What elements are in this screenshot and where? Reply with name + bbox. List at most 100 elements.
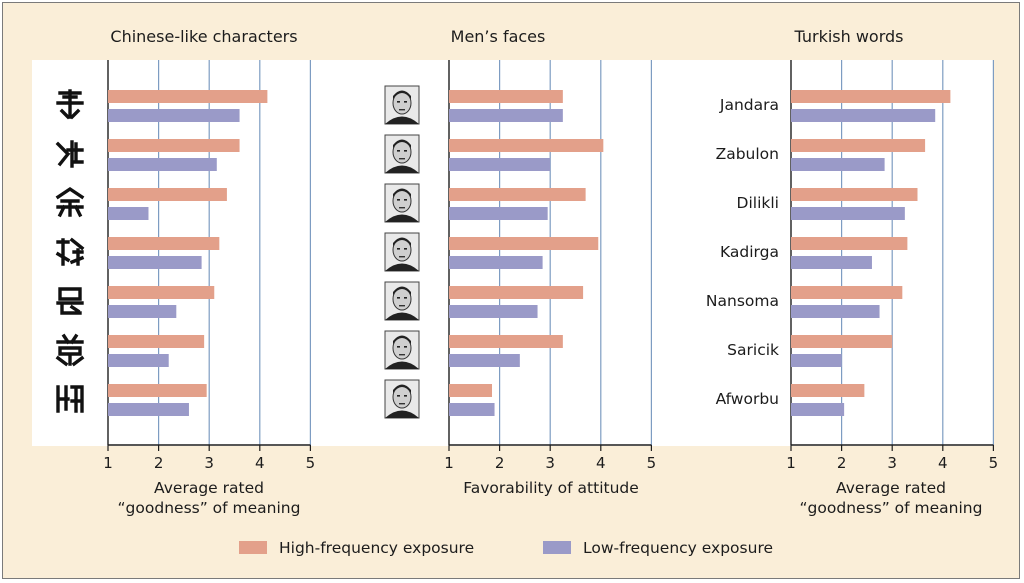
- chart-panel-1: 1 2 3 4 5 Chinese-like characters Average rate…: [55, 27, 316, 517]
- bar-high-frequency: [449, 335, 563, 348]
- x-tick-label: 1: [444, 454, 454, 472]
- category-label: Afworbu: [716, 390, 779, 408]
- bar-low-frequency: [791, 256, 872, 269]
- face-shoulders: [385, 165, 419, 173]
- face-eye: [404, 395, 407, 397]
- bar-high-frequency: [449, 139, 604, 152]
- x-tick-label: 1: [103, 454, 113, 472]
- bar-high-frequency: [791, 335, 893, 348]
- face-shoulders: [385, 312, 419, 320]
- bar-high-frequency: [449, 188, 586, 201]
- bar-high-frequency: [449, 90, 563, 103]
- legend: High-frequency exposure Low-frequency exp…: [239, 539, 773, 557]
- character-glyph: [55, 333, 85, 367]
- face-hair: [393, 286, 411, 295]
- bar-low-frequency: [108, 256, 202, 269]
- face-photo-icon: [384, 134, 420, 174]
- face-mouth: [399, 354, 405, 356]
- legend-swatch-low: [543, 541, 571, 554]
- character-glyph: [55, 186, 85, 218]
- face-eye: [404, 199, 407, 201]
- bar-high-frequency: [791, 188, 918, 201]
- bar-low-frequency: [449, 109, 563, 122]
- face-hair: [393, 139, 411, 148]
- face-shoulders: [385, 116, 419, 124]
- face-eye: [397, 297, 400, 299]
- chinese-character-icon: [55, 140, 84, 168]
- bar-low-frequency: [108, 403, 189, 416]
- face-eye: [404, 346, 407, 348]
- bar-low-frequency: [108, 354, 169, 367]
- legend-label-low: Low-frequency exposure: [583, 539, 773, 557]
- bar-low-frequency: [108, 305, 177, 318]
- category-label: Jandara: [719, 96, 779, 114]
- face-eye: [404, 150, 407, 152]
- x-tick-label: 5: [306, 454, 316, 472]
- face-photo-icon: [384, 183, 420, 223]
- x-tick-label: 2: [154, 454, 164, 472]
- bar-high-frequency: [108, 286, 215, 299]
- character-glyph: [56, 89, 84, 120]
- face-shoulders: [385, 214, 419, 222]
- x-tick-label: 3: [545, 454, 555, 472]
- face-mouth: [399, 207, 405, 209]
- x-tick-label: 5: [647, 454, 657, 472]
- x-tick-label: 4: [596, 454, 606, 472]
- face-mouth: [399, 256, 405, 258]
- bar-low-frequency: [791, 158, 885, 171]
- chinese-character-icon: [55, 186, 85, 218]
- face-mouth: [399, 403, 405, 405]
- face-mouth: [399, 109, 405, 111]
- bar-low-frequency: [449, 256, 543, 269]
- bar-low-frequency: [449, 158, 551, 171]
- bar-high-frequency: [791, 139, 926, 152]
- face-eye: [404, 101, 407, 103]
- face-eye: [404, 297, 407, 299]
- category-label: Dilikli: [737, 194, 779, 212]
- bar-high-frequency: [449, 237, 599, 250]
- bar-low-frequency: [791, 354, 842, 367]
- face-mouth: [399, 158, 405, 160]
- x-tick-label: 4: [938, 454, 948, 472]
- bar-high-frequency: [108, 237, 220, 250]
- chart-panel-2: 1 2 3 4 5 Men’s faces Favorability of attitude: [384, 27, 657, 497]
- panel-title: Turkish words: [794, 27, 904, 46]
- face-eye: [397, 101, 400, 103]
- bar-high-frequency: [791, 384, 865, 397]
- face-eye: [404, 248, 407, 250]
- bar-low-frequency: [449, 354, 520, 367]
- face-mouth: [399, 305, 405, 307]
- bar-high-frequency: [449, 384, 493, 397]
- bar-low-frequency: [108, 207, 149, 220]
- category-label: Saricik: [727, 341, 779, 359]
- bar-high-frequency: [791, 286, 903, 299]
- x-tick-label: 3: [887, 454, 897, 472]
- bar-low-frequency: [791, 109, 936, 122]
- x-axis-label: Favorability of attitude: [463, 479, 639, 497]
- face-eye: [397, 199, 400, 201]
- face-photo-icon: [384, 330, 420, 370]
- bar-low-frequency: [791, 403, 845, 416]
- bar-high-frequency: [791, 237, 908, 250]
- face-eye: [397, 248, 400, 250]
- face-eye: [397, 395, 400, 397]
- bar-high-frequency: [108, 384, 207, 397]
- face-photo-icon: [384, 379, 420, 419]
- face-photo-icon: [384, 232, 420, 272]
- category-label: Zabulon: [716, 145, 779, 163]
- face-eye: [397, 150, 400, 152]
- character-glyph: [55, 140, 84, 168]
- x-axis-label: “goodness” of meaning: [118, 499, 301, 517]
- face-hair: [393, 237, 411, 246]
- x-tick-label: 4: [255, 454, 265, 472]
- category-label: Nansoma: [706, 292, 779, 310]
- x-axis-label: Average rated: [154, 479, 264, 497]
- face-shoulders: [385, 361, 419, 369]
- bar-high-frequency: [108, 188, 227, 201]
- bar-high-frequency: [449, 286, 584, 299]
- face-hair: [393, 90, 411, 99]
- character-glyph: [56, 287, 84, 315]
- bar-high-frequency: [108, 139, 240, 152]
- x-axis-label: Average rated: [836, 479, 946, 497]
- bar-low-frequency: [791, 207, 905, 220]
